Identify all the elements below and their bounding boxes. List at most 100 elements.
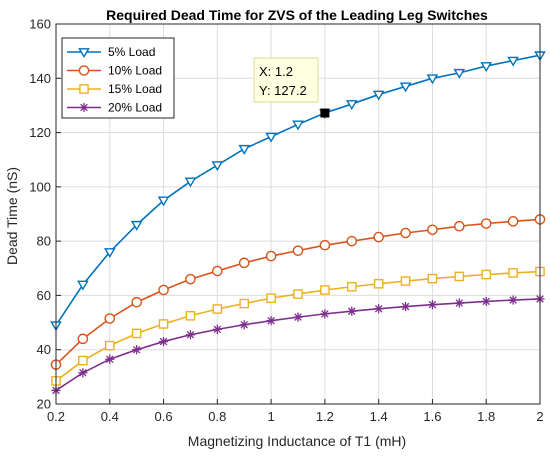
legend-marker [78, 48, 90, 58]
data-point [238, 257, 250, 269]
data-tip-x: X: 1.2 [259, 64, 293, 79]
data-point [507, 56, 519, 67]
data-point [131, 296, 142, 308]
chart-title: Required Dead Time for ZVS of the Leadin… [106, 7, 488, 23]
legend-label: 15% Load [108, 82, 162, 96]
data-point [78, 355, 88, 366]
y-tick-label: 20 [37, 397, 51, 412]
data-point [347, 306, 357, 316]
data-point [266, 293, 276, 303]
data-point [184, 177, 197, 188]
y-tick-label: 40 [37, 342, 51, 357]
y-tick-label: 120 [29, 125, 51, 140]
data-point [293, 312, 303, 322]
data-point [400, 276, 411, 286]
data-point [454, 298, 464, 308]
x-tick-label: 0.8 [208, 409, 226, 424]
data-point [130, 220, 143, 231]
x-tick-label: 1.6 [423, 409, 441, 424]
data-point [132, 345, 142, 355]
x-tick-label: 1.8 [477, 409, 495, 424]
data-point [372, 90, 385, 101]
series-10-load [50, 214, 546, 370]
data-point [399, 82, 412, 93]
axis-ticks: 0.2 0.4 0.6 0.8 1 1.2 1.4 1.6 1.8 2 20 40 60 80 100 120… [29, 17, 543, 425]
data-tip-marker[interactable] [320, 108, 330, 118]
data-point [103, 248, 116, 258]
data-tip-y: Y: 127.2 [259, 83, 307, 98]
y-tick-label: 80 [37, 234, 51, 249]
legend-entry: 15% Load [67, 82, 162, 96]
data-point [374, 304, 384, 314]
data-point [320, 285, 330, 295]
data-point [453, 68, 466, 79]
data-point [293, 289, 303, 299]
x-tick-label: 0.6 [155, 409, 173, 424]
legend-label: 20% Load [108, 101, 162, 115]
data-point [212, 265, 223, 277]
data-point [373, 231, 384, 243]
data-point [238, 144, 251, 155]
data-point [400, 301, 411, 312]
data-point [265, 132, 277, 143]
x-tick-label: 0.4 [101, 409, 119, 424]
data-point [105, 354, 115, 364]
data-point [427, 273, 438, 284]
legend: 5% Load 10% Load 15% Load 20% Load [61, 37, 175, 119]
data-point [427, 224, 438, 236]
data-point [507, 216, 519, 227]
data-point [292, 245, 304, 256]
legend-label: 10% Load [108, 64, 162, 78]
data-point [345, 100, 358, 111]
data-point [104, 340, 115, 351]
legend-entry: 5% Load [67, 45, 155, 59]
x-axis-label: Magnetizing Inductance of T1 (mH) [188, 433, 406, 449]
data-tip-box [253, 57, 319, 103]
plot-area-frame [55, 23, 541, 405]
data-point [78, 368, 88, 378]
series-line [55, 270, 541, 382]
data-point [454, 220, 465, 232]
y-tick-label: 140 [29, 71, 51, 86]
data-point [157, 196, 170, 207]
data-point [158, 284, 169, 296]
legend-entry: 10% Load [67, 64, 162, 78]
series-20-load [51, 294, 545, 396]
data-point [266, 316, 276, 326]
data-point [508, 295, 518, 305]
data-point [454, 271, 465, 282]
data-point [320, 309, 330, 319]
data-point [427, 300, 438, 310]
data-point [480, 62, 493, 73]
data-point [77, 333, 89, 345]
data-point [185, 310, 196, 321]
series-15-load [51, 266, 545, 386]
y-tick-label: 60 [37, 288, 51, 303]
data-point [373, 278, 384, 289]
data-point [104, 313, 116, 324]
data-point [211, 161, 224, 172]
data-point [346, 235, 358, 247]
data-point [158, 319, 169, 329]
y-tick-label: 100 [29, 179, 51, 194]
x-tick-label: 1.2 [316, 409, 334, 424]
data-point [185, 273, 196, 285]
data-tip[interactable]: X: 1.2 Y: 127.2 [253, 57, 330, 118]
x-tick-label: 2 [536, 409, 543, 424]
data-point [265, 250, 277, 262]
legend-label: 5% Load [108, 45, 155, 59]
data-point [239, 320, 249, 330]
data-point [508, 268, 518, 278]
data-point [185, 330, 196, 340]
legend-entry: 20% Load [67, 101, 162, 115]
y-axis-label: Dead Time (nS) [4, 167, 20, 265]
data-point [77, 280, 89, 291]
x-tick-label: 1.4 [370, 409, 388, 424]
series-5-load [50, 51, 546, 332]
y-tick-label: 160 [29, 17, 51, 32]
x-tick-label: 0.2 [47, 409, 65, 424]
x-tick-label: 1 [267, 409, 274, 424]
data-point [481, 269, 492, 280]
data-point [426, 74, 439, 85]
